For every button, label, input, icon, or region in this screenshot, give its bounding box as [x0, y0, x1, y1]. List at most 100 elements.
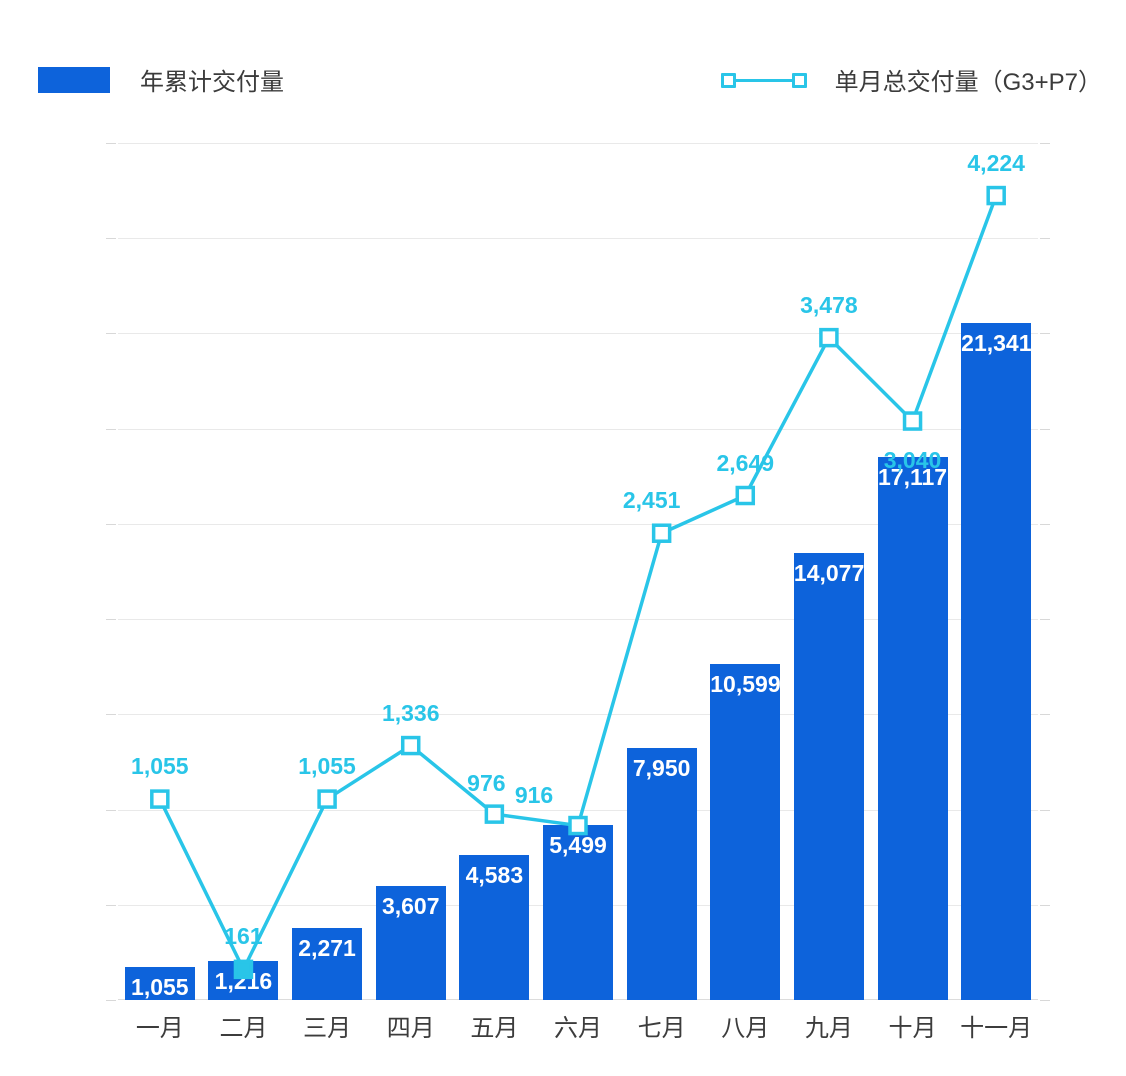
line-value-label: 2,451	[622, 487, 681, 514]
bar[interactable]	[793, 553, 864, 1000]
line-value-label: 976	[467, 770, 506, 797]
line-marker[interactable]	[150, 789, 170, 809]
bar-value-label: 17,117	[877, 463, 948, 490]
axis-tick	[1040, 904, 1050, 906]
bar[interactable]	[124, 966, 195, 1000]
line-marker[interactable]	[484, 804, 505, 824]
line-marker[interactable]	[233, 959, 254, 980]
bar-series: 1,055 1,216 2,271 3,607 4,583 5,499 7,950 10,59…	[118, 143, 1038, 1000]
bar-value-label: 14,077	[793, 560, 865, 587]
bar-column[interactable]: 21,341	[961, 143, 1032, 1000]
bar-column[interactable]: 3,607	[375, 143, 446, 1000]
bar[interactable]	[710, 663, 781, 1000]
x-axis-tick-label: 五月	[470, 1015, 519, 1042]
gridline	[118, 619, 1038, 621]
line-marker[interactable]	[651, 523, 672, 543]
line-value-label: 916	[514, 781, 554, 808]
line-swatch-icon	[720, 67, 807, 93]
axis-tick	[1040, 523, 1050, 525]
axis-tick	[1040, 809, 1050, 811]
bar[interactable]	[375, 885, 446, 1000]
gridline	[118, 714, 1038, 716]
gridline	[118, 523, 1038, 525]
axis-tick	[106, 238, 116, 240]
line-value-label: 1,055	[298, 753, 356, 780]
axis-tick	[106, 523, 116, 525]
bar-value-label: 5,499	[549, 832, 607, 859]
axis-tick	[106, 1000, 116, 1001]
gridline	[118, 238, 1038, 240]
x-axis-tick-label: 九月	[804, 1015, 853, 1042]
bar-column[interactable]: 1,055	[124, 143, 195, 1000]
gridline	[118, 143, 1038, 144]
axis-tick	[106, 904, 116, 906]
x-axis-tick-label: 一月	[135, 1015, 184, 1042]
bar-column[interactable]: 14,077	[793, 143, 865, 1000]
line-marker[interactable]	[902, 411, 923, 431]
gridline	[118, 428, 1038, 430]
axis-tick	[1040, 1000, 1050, 1001]
axis-tick	[1040, 143, 1050, 144]
gridline	[118, 809, 1038, 811]
legend-item-cumulative[interactable]: 年累计交付量	[38, 62, 284, 97]
line-marker[interactable]	[819, 327, 839, 348]
line-value-label: 1,055	[131, 753, 189, 780]
x-axis-tick-label: 三月	[303, 1015, 352, 1042]
x-axis-tick-label: 十月	[888, 1015, 937, 1042]
line-marker[interactable]	[986, 185, 1006, 206]
axis-tick	[106, 143, 116, 144]
axis-tick	[106, 809, 116, 811]
line-marker[interactable]	[317, 789, 337, 809]
axis-tick	[106, 428, 116, 430]
axis-tick	[106, 714, 116, 716]
axis-tick	[1040, 714, 1050, 716]
bar-value-label: 21,341	[961, 329, 1032, 356]
line-value-label: 2,649	[716, 449, 775, 476]
x-axis-tick-label: 二月	[219, 1015, 268, 1042]
x-axis-tick-label: 四月	[386, 1015, 435, 1042]
axis-tick	[106, 619, 116, 621]
bar-column[interactable]: 10,599	[710, 143, 781, 1000]
chart-legend: 年累计交付量 单月总交付量（G3+P7）	[0, 0, 1126, 128]
legend-label-monthly: 单月总交付量（G3+P7）	[834, 69, 1102, 96]
bar-value-label: 1,055	[131, 973, 189, 1000]
bar-column[interactable]: 17,117	[877, 143, 948, 1000]
bar[interactable]	[543, 825, 613, 1000]
line-marker[interactable]	[568, 815, 588, 836]
axis-tick	[1040, 619, 1050, 621]
bar-column[interactable]: 5,499	[543, 143, 613, 1000]
x-axis-tick-label: 十一月	[960, 1015, 1033, 1042]
plot-area: 003,0005006,0001,0009,0001,50012,0002,00…	[106, 143, 1050, 1001]
bar-value-label: 7,950	[632, 754, 691, 781]
bar-column[interactable]: 2,271	[292, 143, 363, 1000]
bar[interactable]	[459, 854, 530, 1000]
axis-tick	[1040, 333, 1050, 335]
line-value-label: 3,040	[883, 447, 942, 474]
axis-tick	[1040, 238, 1050, 240]
bar[interactable]	[961, 322, 1032, 1000]
x-axis-tick-label: 七月	[637, 1015, 686, 1042]
line-series	[150, 185, 1006, 980]
x-axis-labels: 一月 二月 三月 四月 五月 六月 七月 八月 九月 十月 十一月	[118, 1008, 1038, 1054]
bar-swatch-icon	[38, 66, 110, 93]
line-value-label: 161	[224, 923, 263, 950]
line-value-label: 3,478	[800, 291, 858, 318]
line-marker[interactable]	[735, 485, 756, 506]
bar-value-label: 2,271	[298, 934, 356, 961]
bar-column[interactable]: 4,583	[459, 143, 530, 1000]
bar-column[interactable]: 7,950	[626, 143, 697, 1000]
bar-value-label: 3,607	[381, 892, 440, 919]
bar[interactable]	[626, 747, 697, 1000]
line-path	[158, 194, 998, 972]
x-axis-tick-label: 六月	[554, 1015, 602, 1042]
legend-item-monthly[interactable]: 单月总交付量（G3+P7）	[720, 62, 1102, 97]
bar-value-label: 10,599	[710, 670, 781, 697]
bar[interactable]	[292, 927, 363, 1000]
legend-label-cumulative: 年累计交付量	[140, 69, 284, 96]
gridline	[118, 333, 1038, 335]
axis-tick	[106, 333, 116, 335]
bar[interactable]	[877, 456, 948, 1000]
line-value-label: 4,224	[967, 149, 1025, 176]
line-marker[interactable]	[400, 735, 421, 756]
